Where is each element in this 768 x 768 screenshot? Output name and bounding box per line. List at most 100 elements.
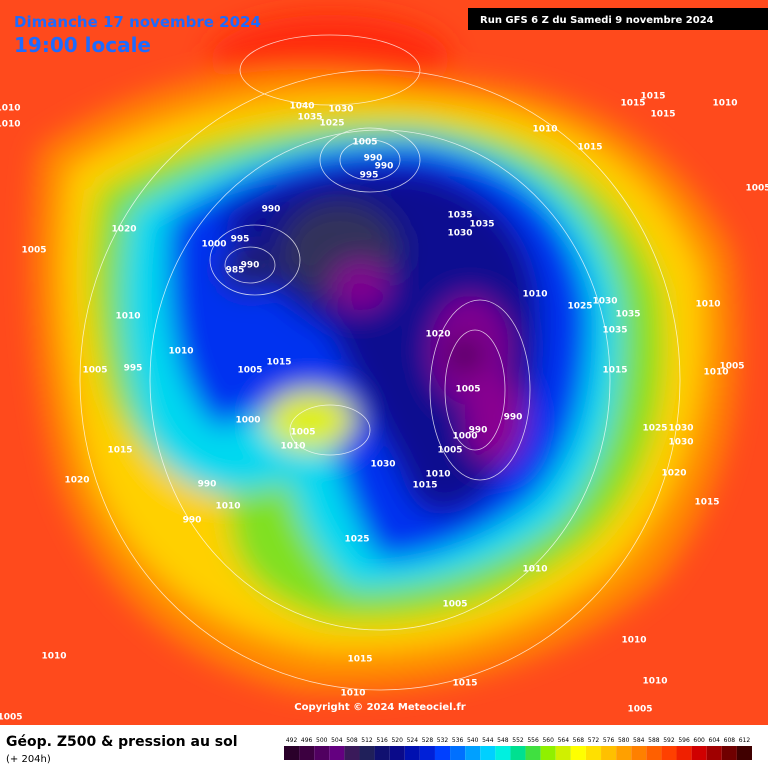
isobar-label: 1005 xyxy=(82,366,107,376)
isobar-label: 1010 xyxy=(0,120,21,130)
isobar-label: 1030 xyxy=(668,438,693,448)
legend-label: 520 xyxy=(391,737,403,744)
legend-label: 564 xyxy=(558,737,570,744)
legend-swatch xyxy=(434,746,451,760)
copyright: Copyright © 2024 Meteociel.fr xyxy=(294,702,465,713)
legend-label: 556 xyxy=(527,737,539,744)
isobar-label: 1015 xyxy=(620,99,645,109)
legend-label: 504 xyxy=(331,737,343,744)
legend-swatch xyxy=(314,746,330,760)
legend-swatch xyxy=(344,746,360,760)
legend-label: 560 xyxy=(542,737,554,744)
legend-swatch xyxy=(374,746,390,760)
isobar-label: 1005 xyxy=(437,446,462,456)
isobar-label: 1035 xyxy=(602,326,627,336)
isobar-label: 1020 xyxy=(64,476,89,486)
isobar-label: 1010 xyxy=(522,290,547,300)
isobar-label: 1015 xyxy=(602,366,627,376)
legend-swatch xyxy=(676,746,692,760)
isobar-label: 1005 xyxy=(237,366,262,376)
isobar-label: 990 xyxy=(469,426,488,436)
legend-label: 536 xyxy=(452,737,464,744)
isobar-label: 1005 xyxy=(0,713,23,723)
isobar-label: 1010 xyxy=(703,368,728,378)
isobar-label: 1005 xyxy=(442,600,467,610)
isobar-label: 1035 xyxy=(615,310,640,320)
isobar-label: 1010 xyxy=(280,442,305,452)
isobar-label: 1030 xyxy=(592,297,617,307)
legend-label: 576 xyxy=(603,737,615,744)
isobar-label: 1005 xyxy=(627,705,652,715)
legend-label: 500 xyxy=(316,737,328,744)
isobar-label: 1010 xyxy=(340,689,365,699)
isobar-label: 985 xyxy=(226,266,245,276)
isobar-label: 1015 xyxy=(452,679,477,689)
isobar-label: 1035 xyxy=(469,220,494,230)
legend-swatch xyxy=(510,746,526,760)
isobar-label: 1015 xyxy=(650,110,675,120)
isobar-label: 1005 xyxy=(352,138,377,148)
date: Dimanche 17 novembre 2024 xyxy=(14,13,261,31)
isobar-label: 1005 xyxy=(745,184,768,194)
legend-swatch xyxy=(631,746,647,760)
isobar-label: 1015 xyxy=(347,655,372,665)
isobar-label: 1010 xyxy=(532,125,557,135)
isobar-label: 1015 xyxy=(694,498,719,508)
isobar-label: 1010 xyxy=(168,347,193,357)
legend-swatch xyxy=(495,746,511,760)
run-box xyxy=(468,8,768,30)
isobar-label: 1030 xyxy=(447,229,472,239)
isobar-label: 1025 xyxy=(344,535,369,545)
local-time: 19:00 locale xyxy=(14,33,151,57)
legend-label: 544 xyxy=(482,737,494,744)
isobar-label: 990 xyxy=(241,261,260,271)
run-label: Run GFS 6 Z du Samedi 9 novembre 2024 xyxy=(480,15,714,26)
isobar-label: 1010 xyxy=(115,312,140,322)
legend-swatch xyxy=(525,746,541,760)
legend-swatch xyxy=(465,746,481,760)
isobar-label: 1025 xyxy=(567,302,592,312)
legend-swatch xyxy=(359,746,375,760)
isobar-label: 1025 xyxy=(319,119,344,129)
legend-swatch xyxy=(389,746,405,760)
isobar-label: 1000 xyxy=(452,432,477,442)
legend-label: 604 xyxy=(709,737,721,744)
isobar-label: 1020 xyxy=(111,225,136,235)
legend-swatch xyxy=(691,746,707,760)
isobar-label: 1010 xyxy=(712,99,737,109)
legend-label: 492 xyxy=(286,737,298,744)
legend-swatch xyxy=(706,746,722,760)
legend-label: 508 xyxy=(346,737,358,744)
legend-label: 596 xyxy=(678,737,690,744)
isobar-label: 1010 xyxy=(695,300,720,310)
isobar-label: 995 xyxy=(231,235,250,245)
legend-swatch xyxy=(299,746,315,760)
legend-label: 552 xyxy=(512,737,524,744)
isobar-label: 1010 xyxy=(522,565,547,575)
isobar-label: 1020 xyxy=(425,330,450,340)
isobar-label: 990 xyxy=(364,154,383,164)
legend-swatch xyxy=(329,746,345,760)
isobar-label: 1010 xyxy=(41,652,66,662)
legend-label: 516 xyxy=(376,737,388,744)
isobar-label: 1010 xyxy=(425,470,450,480)
isobar-label: 995 xyxy=(360,171,379,181)
footer-lead: (+ 204h) xyxy=(6,754,51,765)
legend-label: 568 xyxy=(573,737,585,744)
isobar-label: 1020 xyxy=(661,469,686,479)
legend-swatch xyxy=(661,746,677,760)
isobar-label: 1035 xyxy=(297,113,322,123)
isobar-label: 1000 xyxy=(201,240,226,250)
isobar-label: 1005 xyxy=(455,385,480,395)
isobar-label: 1025 xyxy=(642,424,667,434)
legend-label: 540 xyxy=(467,737,479,744)
isobar-label: 1010 xyxy=(215,502,240,512)
legend-label: 600 xyxy=(693,737,705,744)
legend-swatch xyxy=(646,746,662,760)
legend-swatch xyxy=(540,746,556,760)
legend-swatch xyxy=(419,746,435,760)
legend-swatch xyxy=(480,746,496,760)
isobar-label: 990 xyxy=(504,413,523,423)
legend-label: 588 xyxy=(648,737,660,744)
